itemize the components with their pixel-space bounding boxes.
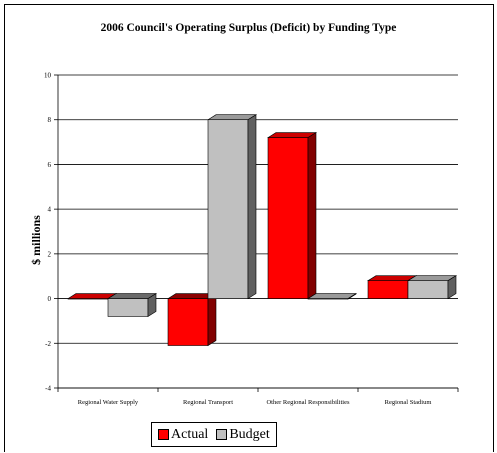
legend-item-actual: Actual <box>158 427 208 443</box>
y-tick-label: 2 <box>48 250 52 258</box>
chart-title: 2006 Council's Operating Surplus (Defici… <box>100 22 397 34</box>
bar-side-budget-3 <box>447 275 457 300</box>
bar-budget-0 <box>107 298 149 317</box>
legend-label-budget: Budget <box>229 426 270 442</box>
legend-item-budget: Budget <box>216 426 270 443</box>
y-tick-label: -2 <box>45 340 51 348</box>
y-tick-label: 10 <box>44 72 52 80</box>
y-tick-label: -4 <box>45 385 51 393</box>
bar-actual-2 <box>267 137 309 299</box>
bar-actual-3 <box>367 280 409 299</box>
y-tick-label: 4 <box>48 206 52 214</box>
bar-actual-1 <box>167 298 209 346</box>
bar-side-budget-0 <box>147 293 157 317</box>
x-tick-label: Regional Stadium <box>385 399 432 406</box>
bar-budget-1 <box>207 119 249 299</box>
bar-side-budget-1 <box>247 114 257 300</box>
bar-side-actual-1 <box>207 293 217 347</box>
y-tick-label: 6 <box>48 161 52 169</box>
legend-swatch-actual <box>158 429 169 440</box>
bar-side-budget-2 <box>347 293 357 300</box>
bar-side-actual-2 <box>307 132 317 300</box>
x-tick-label: Other Regional Responsibilities <box>266 399 350 406</box>
legend-swatch-budget <box>216 429 228 440</box>
y-tick-label: 0 <box>48 295 52 303</box>
y-tick-label: 8 <box>48 116 52 124</box>
x-tick-label: Regional Water Supply <box>78 399 139 406</box>
legend: Actual Budget <box>151 422 277 447</box>
bar-budget-3 <box>407 280 449 299</box>
x-tick-label: Regional Transport <box>183 399 233 406</box>
legend-label-actual: Actual <box>171 426 209 442</box>
